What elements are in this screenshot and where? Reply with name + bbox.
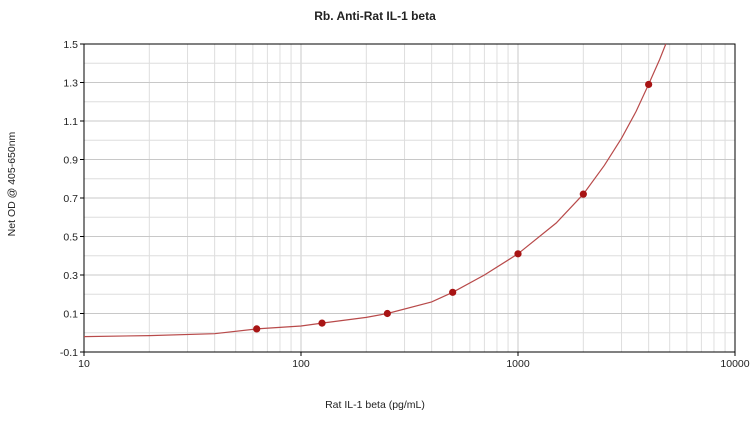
data-point bbox=[449, 288, 457, 296]
y-tick-label: 1.1 bbox=[63, 116, 78, 128]
data-point bbox=[253, 325, 261, 333]
x-tick-label: 10000 bbox=[720, 358, 749, 370]
y-tick-label: -0.1 bbox=[60, 347, 78, 359]
y-tick-label: 0.3 bbox=[63, 270, 78, 282]
chart-title: Rb. Anti-Rat IL-1 beta bbox=[314, 9, 436, 23]
data-point bbox=[318, 319, 326, 327]
y-axis-label: Net OD @ 405-650nm bbox=[6, 131, 18, 236]
x-tick-label: 10 bbox=[78, 358, 90, 370]
grid bbox=[83, 43, 736, 353]
data-point bbox=[645, 80, 653, 89]
y-tick-label: 0.5 bbox=[63, 232, 78, 244]
data-point bbox=[514, 250, 522, 258]
data-point bbox=[579, 190, 587, 198]
x-tick-label: 100 bbox=[292, 358, 310, 370]
data-point bbox=[383, 309, 391, 318]
x-axis-label: Rat IL-1 beta (pg/mL) bbox=[325, 399, 425, 411]
x-tick-label: 1000 bbox=[506, 358, 530, 370]
fit-curve bbox=[83, 43, 667, 338]
y-tick-label: 1.5 bbox=[63, 39, 78, 51]
x-axis-ticks: 10 100 1000 10000 bbox=[78, 352, 750, 370]
y-tick-label: 0.7 bbox=[63, 193, 78, 205]
y-tick-label: 1.3 bbox=[63, 78, 78, 90]
data-points bbox=[253, 80, 653, 333]
y-axis-ticks: -0.1 0.1 0.3 0.5 0.7 0.9 1.1 1.3 1.5 bbox=[60, 39, 84, 359]
y-tick-label: 0.1 bbox=[63, 309, 78, 321]
y-tick-label: 0.9 bbox=[63, 155, 78, 167]
